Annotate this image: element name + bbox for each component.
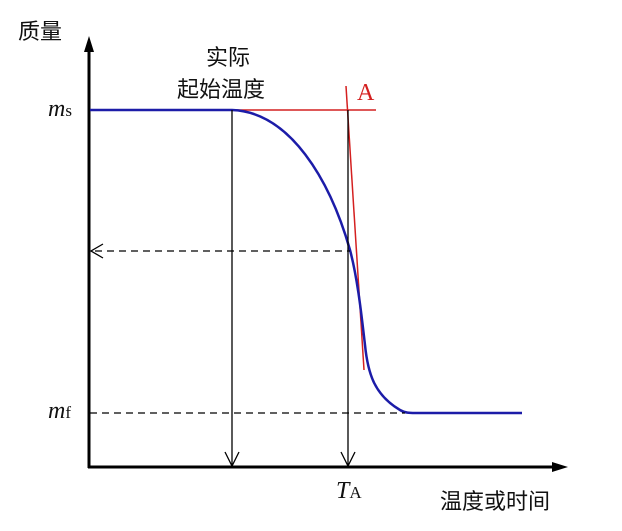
mf-main: m: [48, 398, 66, 424]
ta-down-arrow-icon: [340, 451, 356, 468]
ta-label: TA: [336, 478, 362, 505]
ta-main: T: [336, 478, 350, 504]
mf-label: mf: [48, 398, 71, 425]
onset-label-line2: 起始温度: [177, 78, 266, 103]
ta-sub: A: [349, 483, 362, 502]
point-a-label: A: [357, 80, 375, 106]
mass-curve: [90, 108, 522, 415]
x-axis-arrow-icon: [552, 462, 568, 472]
ms-main: m: [48, 96, 66, 122]
y-axis-label: 质量: [18, 20, 63, 45]
onset-label-line1: 实际: [206, 46, 251, 71]
mf-sub: f: [65, 403, 72, 422]
left-arrow-icon: [89, 243, 104, 259]
ms-sub: s: [65, 101, 72, 120]
y-axis-arrow-icon: [84, 36, 94, 52]
ms-label: ms: [48, 96, 72, 123]
steep-tangent: [345, 85, 365, 371]
x-axis-label: 温度或时间: [440, 490, 551, 515]
onset-down-arrow-icon: [224, 451, 240, 468]
